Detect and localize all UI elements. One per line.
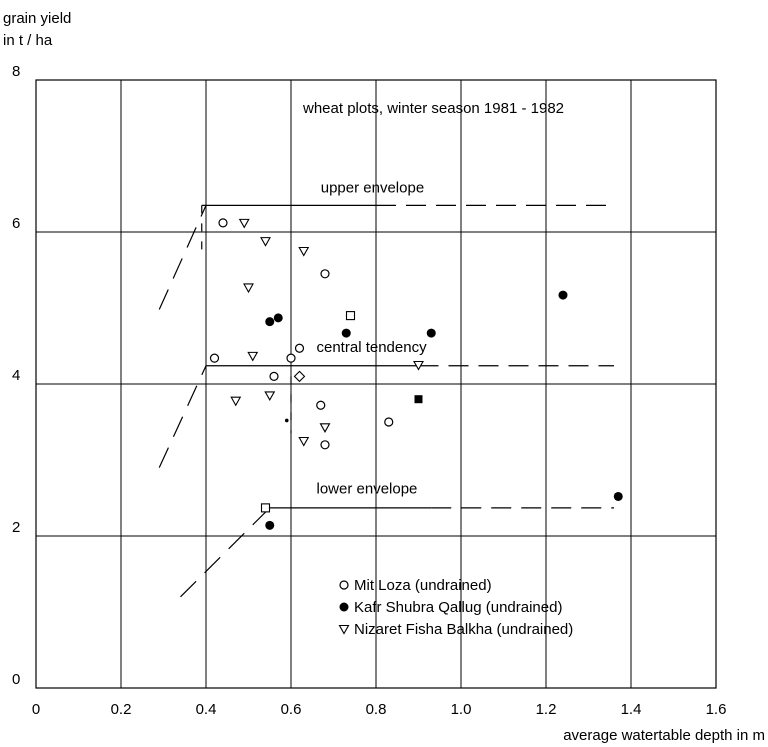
data-point-open-square <box>260 503 271 513</box>
data-point-open-triangle <box>238 218 250 229</box>
data-point-filled-square <box>414 395 423 404</box>
data-point-open-square <box>345 311 356 321</box>
data-point-filled-circle <box>273 313 283 323</box>
data-point-open-triangle <box>243 283 254 294</box>
y-tick-label: 4 <box>12 367 20 384</box>
data-point-open-diamond <box>293 370 306 383</box>
data-point-small-dot <box>284 418 289 423</box>
lower-envelope-label: lower envelope <box>317 480 418 497</box>
y-tick-label: 2 <box>12 519 20 536</box>
upper-envelope-label: upper envelope <box>321 179 424 196</box>
data-point-filled-circle <box>558 290 568 300</box>
data-points <box>209 218 623 530</box>
x-tick-label: 1.6 <box>706 701 727 718</box>
x-tick-labels: 0 0.2 0.4 0.6 0.8 1.0 1.2 1.4 1.6 <box>32 701 727 718</box>
central-tendency-label: central tendency <box>317 339 428 356</box>
data-point-open-triangle <box>413 360 424 371</box>
legend-marker-open-circle <box>339 580 349 590</box>
upper-envelope-slope <box>158 205 207 310</box>
y-tick-labels: 0 2 4 6 8 <box>12 63 20 688</box>
x-tick-label: 0.8 <box>366 701 387 718</box>
legend-marker-filled-circle <box>339 602 349 612</box>
data-point-open-triangle <box>298 436 310 447</box>
data-point-open-triangle <box>319 423 331 433</box>
data-point-open-triangle <box>298 246 310 257</box>
chart-title: wheat plots, winter season 1981 - 1982 <box>302 100 564 117</box>
x-tick-label: 1.2 <box>536 701 557 718</box>
x-tick-label: 0.6 <box>281 701 302 718</box>
legend-label: Mit Loza (undrained) <box>354 577 492 594</box>
data-point-open-circle <box>320 269 330 279</box>
data-point-filled-circle <box>265 317 275 327</box>
data-point-open-circle <box>218 218 228 228</box>
x-tick-label: 1.4 <box>621 701 642 718</box>
data-point-open-circle <box>209 353 220 363</box>
x-tick-label: 0.2 <box>111 701 132 718</box>
data-point-open-circle <box>294 343 305 353</box>
lower-envelope-slope <box>180 507 271 598</box>
plot-frame <box>35 79 717 689</box>
envelope-lines: upper envelope central tendency lower enve… <box>158 179 614 598</box>
data-point-open-circle <box>384 417 394 427</box>
x-tick-label: 1.0 <box>451 701 472 718</box>
data-point-open-circle <box>269 371 279 381</box>
data-point-open-circle <box>320 440 330 450</box>
y-tick-label: 0 <box>12 671 20 688</box>
grid <box>36 80 716 688</box>
y-tick-label: 6 <box>12 215 20 232</box>
data-point-open-triangle <box>247 351 259 362</box>
legend-label: Nizaret Fisha Balkha (undrained) <box>354 621 573 638</box>
data-point-filled-circle <box>341 328 351 338</box>
legend: Mit Loza (undrained) Kafr Shubra Qallug (… <box>338 577 573 638</box>
legend-marker-open-triangle <box>338 624 350 635</box>
y-tick-label: 8 <box>12 63 20 80</box>
x-axis-label: average watertable depth in m <box>563 727 765 744</box>
x-tick-label: 0 <box>32 701 40 718</box>
data-point-open-triangle <box>264 391 276 402</box>
data-point-open-triangle <box>260 237 271 247</box>
data-point-filled-circle <box>613 491 623 501</box>
y-axis-label-line1: grain yield <box>3 10 71 27</box>
data-point-filled-circle <box>265 520 275 530</box>
data-point-open-triangle <box>230 396 242 407</box>
legend-label: Kafr Shubra Qallug (undrained) <box>354 599 562 616</box>
y-axis-label-line2: in t / ha <box>3 32 53 49</box>
data-point-filled-circle <box>426 328 436 338</box>
data-point-open-circle <box>316 400 326 410</box>
data-point-open-circle <box>286 353 296 363</box>
x-tick-label: 0.4 <box>196 701 217 718</box>
central-tendency-slope <box>158 365 207 468</box>
